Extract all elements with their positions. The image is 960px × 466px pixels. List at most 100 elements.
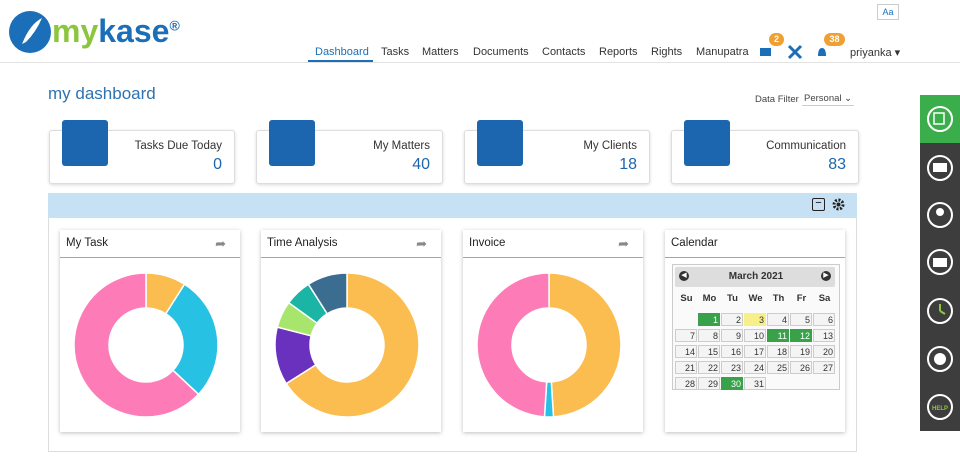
donut-chart <box>476 272 622 418</box>
nav-item[interactable]: Dashboard <box>315 46 369 58</box>
calendar-widget: Calendar ◀ ▶ March 2021 Su Mo Tu We Th Fr Sa 1 2… <box>665 230 845 432</box>
calendar-day[interactable]: 26 <box>790 361 812 374</box>
weekday-label: Fr <box>796 293 807 304</box>
calendar-day[interactable]: 17 <box>744 345 766 358</box>
calendar-day[interactable]: 6 <box>813 313 835 326</box>
card-value: 40 <box>412 156 430 173</box>
calendar-day[interactable]: 18 <box>767 345 789 358</box>
calendar-day[interactable]: 16 <box>721 345 743 358</box>
calendar-day[interactable]: 29 <box>698 377 720 390</box>
calendar-day[interactable]: 21 <box>675 361 697 374</box>
donut-chart <box>274 272 420 418</box>
card-icon <box>269 120 315 166</box>
calendar-day[interactable]: 22 <box>698 361 720 374</box>
calendar-day[interactable]: 30 <box>721 377 743 390</box>
card-icon <box>477 120 523 166</box>
widget-title: Time Analysis <box>267 237 338 249</box>
svg-text:HELP: HELP <box>932 406 948 412</box>
share-button[interactable]: ➦ <box>416 236 427 251</box>
nav-item[interactable]: Tasks <box>381 46 410 58</box>
weekday-label: Tu <box>727 293 738 304</box>
card-label: My Clients <box>583 140 637 152</box>
share-button[interactable]: ➦ <box>618 236 629 251</box>
calendar-day[interactable]: 24 <box>744 361 766 374</box>
calendar-day[interactable]: 9 <box>721 329 743 342</box>
card-value: 18 <box>619 156 637 173</box>
calendar-day[interactable]: 11 <box>767 329 789 342</box>
filter-select[interactable]: Personal ⌄ <box>802 93 855 106</box>
donut-segment <box>164 283 219 396</box>
calendar-day[interactable]: 25 <box>767 361 789 374</box>
collapse-button[interactable]: − <box>812 198 825 211</box>
filter-label: Data Filter <box>755 94 799 105</box>
calendar-day[interactable]: 28 <box>675 377 697 390</box>
calendar-day[interactable]: 31 <box>744 377 766 390</box>
nav-item[interactable]: Reports <box>599 46 638 58</box>
donut-segment <box>73 272 200 418</box>
calendar-day[interactable]: 1 <box>698 313 720 326</box>
calendar-day[interactable]: 4 <box>767 313 789 326</box>
calendar-day[interactable]: 2 <box>721 313 743 326</box>
widget-title: Invoice <box>469 237 506 249</box>
calendar-day[interactable]: 3 <box>744 313 766 326</box>
calendar-day[interactable]: 20 <box>813 345 835 358</box>
donut-segment <box>285 272 420 418</box>
page-title: my dashboard <box>48 84 156 103</box>
card-label: Communication <box>766 140 846 152</box>
font-size-button[interactable]: Aa <box>877 4 899 20</box>
card-value: 83 <box>828 156 846 173</box>
weekday-label: Su <box>680 293 693 304</box>
weekday-label: Sa <box>818 293 831 304</box>
user-name: priyanka <box>850 47 892 59</box>
chart-widget: Invoice ➦ <box>463 230 643 432</box>
calendar-day[interactable]: 13 <box>813 329 835 342</box>
logo[interactable]: mykase® <box>52 13 180 50</box>
prev-month[interactable]: ◀ <box>679 271 689 281</box>
panel-toolbar <box>48 193 857 218</box>
calendar-day[interactable]: 23 <box>721 361 743 374</box>
stat-card[interactable]: My Clients 18 <box>464 120 650 184</box>
nav-item[interactable]: Manupatra <box>696 46 749 58</box>
widget-title-line <box>665 257 845 258</box>
nav-active-underline <box>308 60 373 62</box>
panel-body <box>48 218 857 452</box>
logo-kase: kase <box>98 13 170 49</box>
calendar-day[interactable]: 8 <box>698 329 720 342</box>
donut-segment <box>548 272 622 418</box>
sidebar-active <box>920 95 960 143</box>
logo-icon <box>9 11 51 53</box>
calendar-header <box>675 267 835 287</box>
calendar-box: ◀ ▶ March 2021 Su Mo Tu We Th Fr Sa 1 2 3 4 5 6 7 8 9 10… <box>672 264 840 390</box>
stat-card[interactable]: Communication 83 <box>671 120 859 184</box>
sidebar-icons[interactable]: HELP <box>920 95 960 431</box>
donut-segment <box>307 272 348 315</box>
calendar-day[interactable]: 15 <box>698 345 720 358</box>
user-menu[interactable]: priyanka ▾ <box>850 47 901 59</box>
settings-button[interactable] <box>832 198 845 211</box>
mail-badge: 2 <box>769 33 784 46</box>
calendar-day[interactable]: 14 <box>675 345 697 358</box>
stat-card[interactable]: Tasks Due Today 0 <box>49 120 235 184</box>
next-month[interactable]: ▶ <box>821 271 831 281</box>
stat-card[interactable]: My Matters 40 <box>256 120 443 184</box>
card-icon <box>684 120 730 166</box>
header-icons <box>760 44 826 60</box>
weekday-label: Th <box>772 293 785 304</box>
logo-mark: ® <box>169 17 180 34</box>
calendar-day[interactable]: 12 <box>790 329 812 342</box>
header-border <box>0 62 960 63</box>
widget-title-line <box>463 257 643 258</box>
nav-item[interactable]: Contacts <box>542 46 586 58</box>
widget-title-line <box>60 257 240 258</box>
widget-title-line <box>261 257 441 258</box>
widget-title: Calendar <box>671 237 718 249</box>
calendar-day[interactable]: 19 <box>790 345 812 358</box>
calendar-day[interactable]: 7 <box>675 329 697 342</box>
calendar-day[interactable]: 27 <box>813 361 835 374</box>
nav-item[interactable]: Matters <box>422 46 459 58</box>
calendar-day[interactable]: 10 <box>744 329 766 342</box>
nav-item[interactable]: Rights <box>651 46 683 58</box>
nav-item[interactable]: Documents <box>473 46 529 58</box>
share-button[interactable]: ➦ <box>215 236 226 251</box>
calendar-day[interactable]: 5 <box>790 313 812 326</box>
